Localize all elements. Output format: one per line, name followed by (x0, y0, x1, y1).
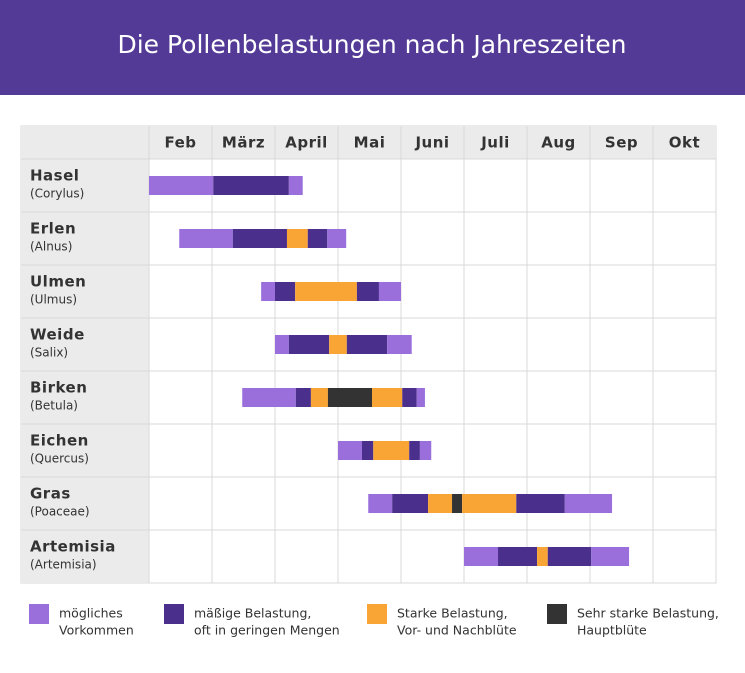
pollen-bar (464, 547, 499, 566)
pollen-bar (378, 282, 401, 301)
pollen-bar (537, 547, 548, 566)
pollen-bar (338, 441, 362, 460)
row-latin: (Quercus) (30, 452, 89, 466)
pollen-bar (516, 494, 565, 513)
column-header: März (222, 134, 265, 152)
pollen-bar (213, 176, 289, 195)
row-name: Erlen (30, 220, 76, 238)
row-name: Artemisia (30, 538, 116, 556)
legend-label: Vor- und Nachblüte (397, 623, 517, 638)
pollen-bar (547, 547, 592, 566)
column-header: April (285, 134, 328, 152)
pollen-bar (232, 229, 287, 248)
pollen-bar (419, 441, 432, 460)
pollen-bar (310, 388, 328, 407)
pollen-bar (498, 547, 538, 566)
pollen-bar (356, 282, 379, 301)
pollen-bar (288, 335, 330, 354)
label-column (21, 126, 149, 583)
pollen-bar (286, 229, 308, 248)
pollen-bar (416, 388, 425, 407)
pollen-bar (373, 441, 410, 460)
pollen-bar (462, 494, 517, 513)
column-header: Feb (164, 134, 196, 152)
pollen-bar (288, 176, 303, 195)
column-header: Sep (605, 134, 638, 152)
pollen-bar (392, 494, 429, 513)
row-name: Hasel (30, 167, 79, 185)
pollen-bar (179, 229, 233, 248)
row-name: Weide (30, 326, 85, 344)
column-header: Mai (354, 134, 386, 152)
legend-label: Vorkommen (59, 623, 134, 638)
pollen-bar (275, 282, 296, 301)
row-latin: (Salix) (30, 346, 68, 360)
legend-swatch (547, 604, 567, 624)
legend-swatch (367, 604, 387, 624)
row-name: Birken (30, 379, 87, 397)
legend-label: mäßige Belastung, (194, 606, 311, 621)
pollen-bar (295, 388, 311, 407)
header-band (0, 0, 745, 95)
column-header: Juni (414, 134, 449, 152)
row-latin: (Alnus) (30, 240, 72, 254)
pollen-bar (387, 335, 412, 354)
pollen-bar (327, 229, 347, 248)
row-latin: (Corylus) (30, 187, 84, 201)
pollen-bar (591, 547, 630, 566)
pollen-bar (361, 441, 374, 460)
pollen-bar (295, 282, 357, 301)
pollen-bar (428, 494, 453, 513)
legend-swatch (164, 604, 184, 624)
row-latin: (Poaceae) (30, 505, 90, 519)
row-name: Gras (30, 485, 71, 503)
legend-swatch (29, 604, 49, 624)
pollen-bar (261, 282, 275, 301)
row-latin: (Artemisia) (30, 558, 97, 572)
row-latin: (Betula) (30, 399, 78, 413)
legend-label: Sehr starke Belastung, (577, 606, 719, 621)
pollen-bar (275, 335, 289, 354)
pollen-bar (564, 494, 613, 513)
pollen-bar (149, 176, 214, 195)
pollen-bar (307, 229, 328, 248)
pollen-bar (452, 494, 463, 513)
pollen-bar (346, 335, 388, 354)
column-header: Okt (669, 134, 700, 152)
row-name: Eichen (30, 432, 89, 450)
legend-label: oft in geringen Mengen (194, 623, 340, 638)
chart-title: Die Pollenbelastungen nach Jahreszeiten (117, 30, 626, 59)
column-header: Juli (480, 134, 510, 152)
pollen-bar (402, 388, 417, 407)
row-name: Ulmen (30, 273, 86, 291)
pollen-bar (329, 335, 347, 354)
pollen-bar (368, 494, 393, 513)
column-header: Aug (541, 134, 576, 152)
pollen-bar (242, 388, 296, 407)
pollen-bar (372, 388, 403, 407)
pollen-bar (409, 441, 420, 460)
pollen-bar (327, 388, 373, 407)
legend-label: Starke Belastung, (397, 606, 508, 621)
legend-label: mögliches (59, 606, 123, 621)
legend-label: Hauptblüte (577, 623, 647, 638)
row-latin: (Ulmus) (30, 293, 77, 307)
